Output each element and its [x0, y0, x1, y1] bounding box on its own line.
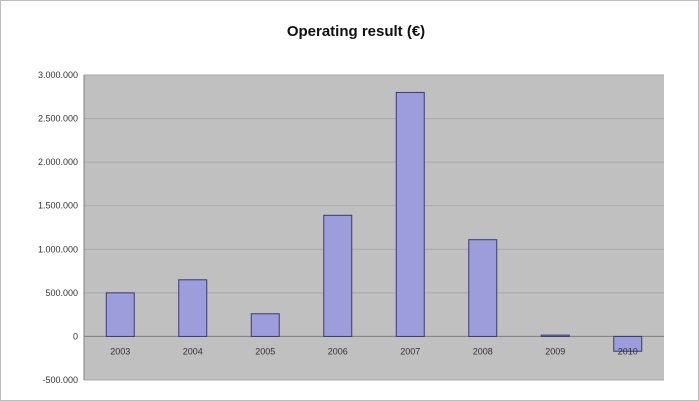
bar-2005	[250, 313, 280, 337]
y-tick-label: 2.000.000	[38, 157, 78, 167]
x-tick-label: 2010	[618, 346, 638, 356]
y-tick-label: 2.500.000	[38, 114, 78, 124]
bar-2009	[540, 334, 570, 337]
bar-2007	[395, 91, 425, 337]
x-tick-label: 2005	[255, 346, 275, 356]
bar-2008	[468, 239, 498, 337]
bar-2004	[178, 279, 208, 337]
x-tick-label: 2006	[328, 346, 348, 356]
x-tick-label: 2004	[183, 346, 203, 356]
y-tick-label: 0	[73, 331, 78, 341]
bar-2006	[323, 214, 353, 337]
y-tick-label: 3.000.000	[38, 70, 78, 80]
x-tick-label: 2003	[110, 346, 130, 356]
y-tick-label: 1.500.000	[38, 201, 78, 211]
y-tick-label: 500.000	[45, 288, 78, 298]
x-tick-label: 2009	[545, 346, 565, 356]
y-tick-label: 1.000.000	[38, 244, 78, 254]
x-tick-label: 2007	[400, 346, 420, 356]
plot-background	[84, 75, 664, 380]
y-tick-label: -500.000	[42, 375, 78, 385]
plot-area: -500.000 0 500.000 1.000.000 1.500.000 2.000.…	[38, 70, 664, 385]
chart-title: Operating result (€)	[287, 23, 425, 40]
bar-2003	[105, 292, 135, 337]
bar-2010	[613, 335, 643, 352]
x-tick-label: 2008	[473, 346, 493, 356]
